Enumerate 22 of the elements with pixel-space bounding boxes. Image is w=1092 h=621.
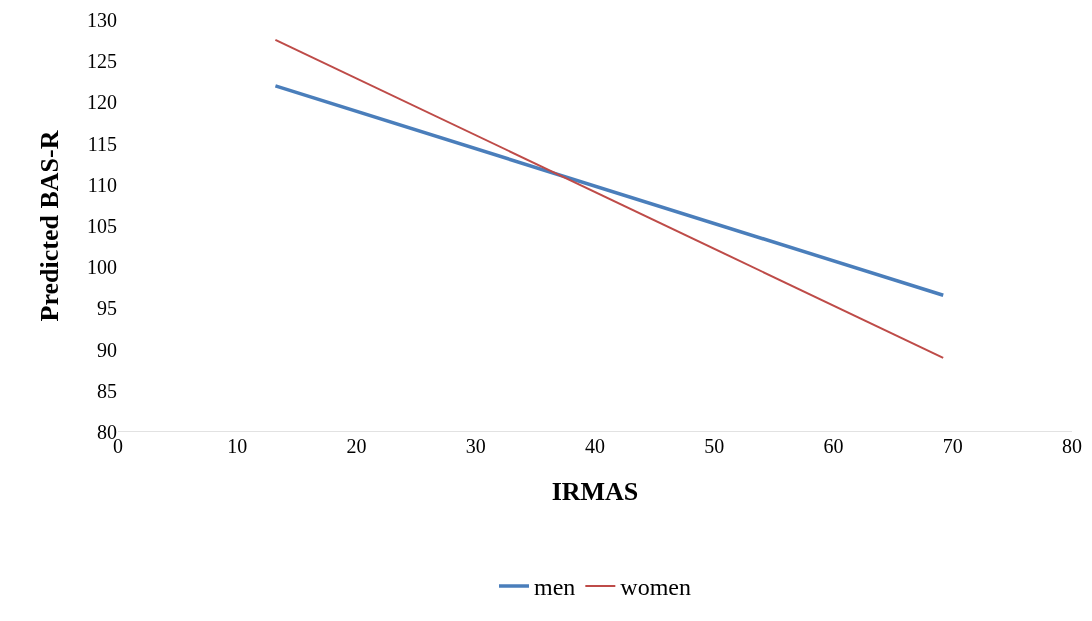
y-tick-label: 90 — [97, 338, 117, 361]
x-tick-label: 10 — [227, 435, 248, 457]
x-tick-label: 80 — [1062, 435, 1082, 457]
y-tick-label: 130 — [87, 9, 117, 31]
y-axis-title: Predicted BAS-R — [35, 130, 65, 322]
y-tick-label: 100 — [87, 256, 117, 279]
x-tick-label: 60 — [823, 435, 844, 457]
x-tick-label: 20 — [346, 435, 367, 457]
x-tick-label: 40 — [585, 435, 605, 457]
x-axis-title: IRMAS — [551, 476, 639, 506]
legend-label: women — [620, 574, 691, 601]
x-tick-label: 30 — [465, 435, 486, 457]
y-tick-label: 85 — [97, 379, 117, 402]
x-tick-label: 50 — [704, 435, 725, 457]
x-tick-label: 70 — [942, 435, 963, 457]
y-tick-label: 115 — [87, 132, 117, 155]
y-tick-label: 120 — [87, 91, 117, 114]
legend-label: men — [534, 574, 576, 601]
y-tick-label: 110 — [87, 173, 117, 196]
y-tick-label: 105 — [87, 215, 117, 237]
y-tick-label: 95 — [97, 297, 117, 320]
y-tick-label: 125 — [87, 50, 117, 73]
